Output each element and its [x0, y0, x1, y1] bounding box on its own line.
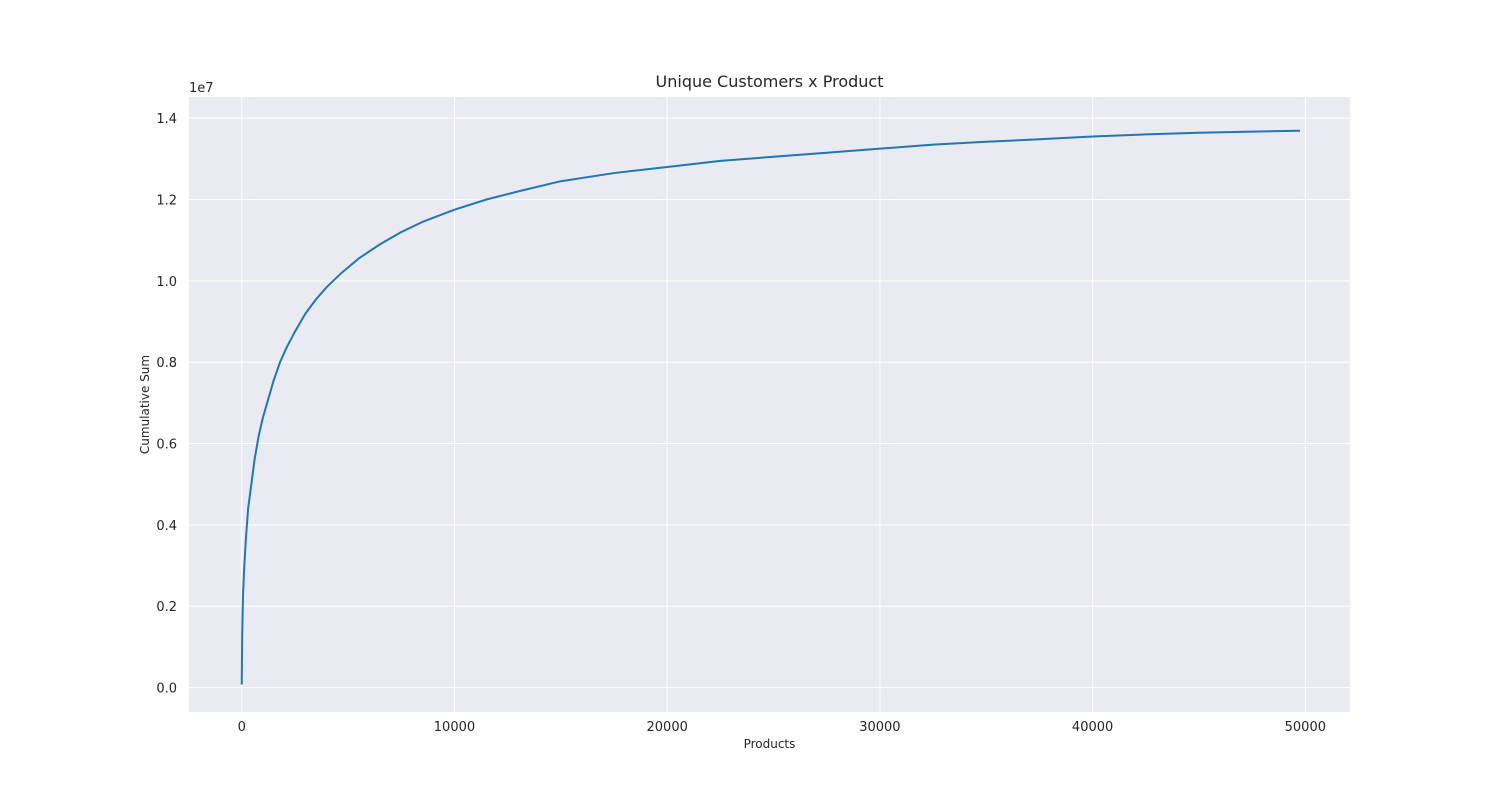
y-tick-label: 0.0 — [156, 682, 177, 697]
x-tick-label: 50000 — [1285, 720, 1326, 735]
x-tick-label: 30000 — [859, 720, 900, 735]
x-tick-label: 10000 — [434, 720, 475, 735]
x-tick-label: 40000 — [1072, 720, 1113, 735]
y-axis-offset-label: 1e7 — [189, 81, 214, 96]
y-tick-label: 0.4 — [156, 519, 177, 534]
series-layer — [240, 129, 1300, 685]
y-tick-label: 1.4 — [156, 112, 177, 127]
chart-title: Unique Customers x Product — [656, 72, 884, 91]
y-tick-label: 0.8 — [156, 356, 177, 371]
x-axis: 0 10000 20000 30000 40000 50000 — [238, 720, 1326, 735]
y-axis-label: Cumulative Sum — [138, 355, 152, 454]
y-axis: 0.0 0.2 0.4 0.6 0.8 1.0 1.2 1.4 — [156, 112, 177, 696]
y-tick-label: 0.2 — [156, 600, 177, 615]
grid — [189, 97, 1350, 712]
y-tick-label: 0.6 — [156, 438, 177, 453]
x-tick-label: 20000 — [647, 720, 688, 735]
y-tick-label: 1.2 — [156, 194, 177, 209]
plot-area — [189, 97, 1350, 712]
x-axis-label: Products — [744, 737, 796, 751]
x-tick-label: 0 — [238, 720, 246, 735]
series-line-cumulative-sum — [240, 129, 1300, 685]
y-tick-label: 1.0 — [156, 275, 177, 290]
